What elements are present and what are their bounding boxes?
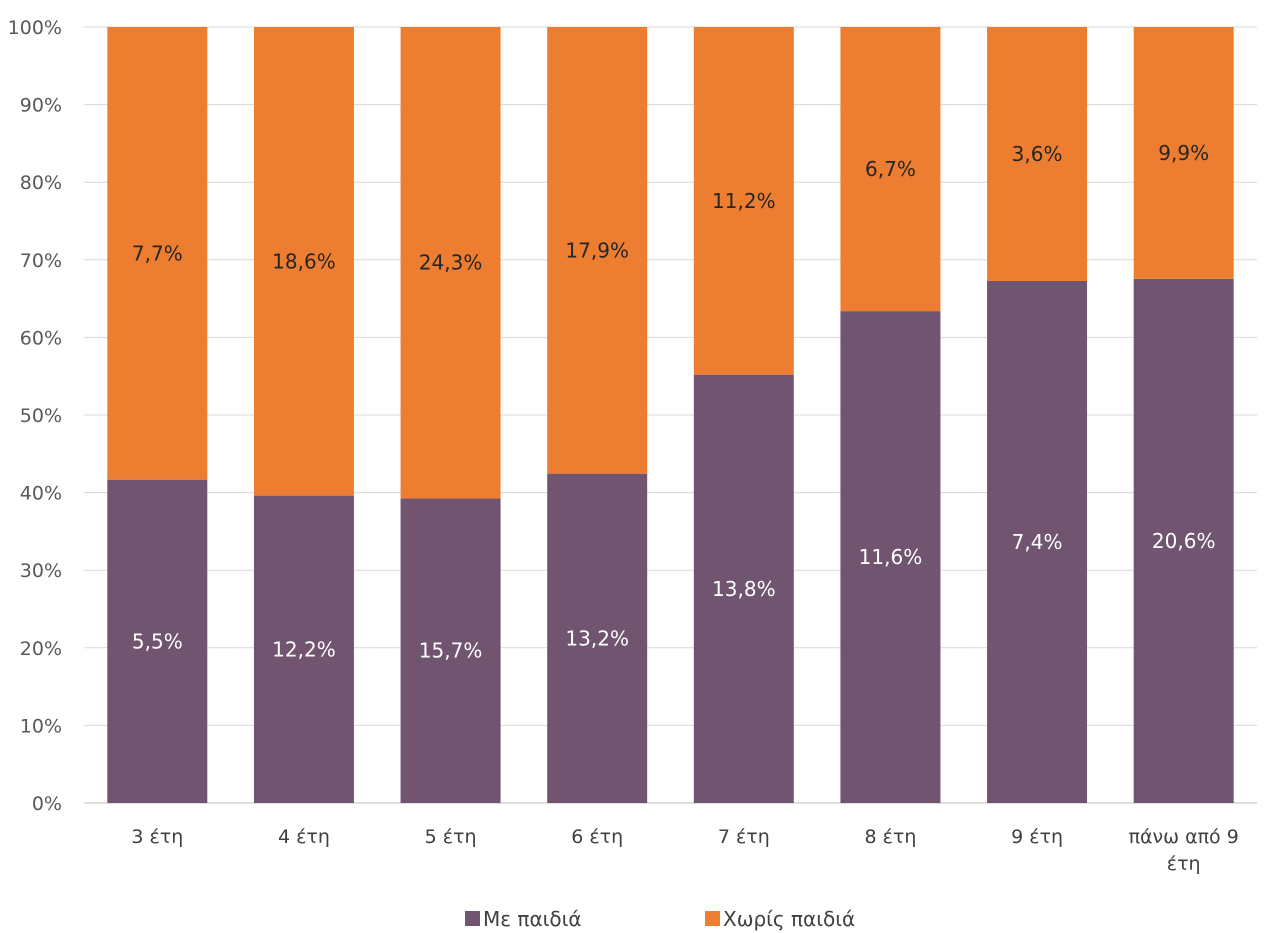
- bar-segment: [840, 27, 941, 312]
- y-tick-label: 100%: [8, 17, 62, 39]
- bar-segment: [107, 479, 208, 803]
- data-label: 24,3%: [419, 251, 483, 275]
- data-label: 13,8%: [712, 577, 776, 601]
- bars: [107, 27, 1234, 803]
- legend: Με παιδιά Χωρίς παιδιά: [465, 907, 855, 931]
- x-category-label: πάνω από 9 έτη: [1129, 826, 1239, 875]
- legend-label: Χωρίς παιδιά: [723, 907, 855, 931]
- bar-segment: [107, 27, 208, 480]
- y-tick-label: 0%: [32, 793, 62, 815]
- bar-segment: [547, 27, 648, 474]
- bar-segment: [1133, 27, 1234, 279]
- bar-segment: [693, 27, 794, 375]
- bar-segment: [987, 280, 1088, 803]
- bar-segment: [1133, 278, 1234, 803]
- bar-segment: [253, 27, 354, 496]
- x-axis-categories: 3 έτη 4 έτη 5 έτη 6 έτη 7 έτη 8 έτη 9 έτη πάνω …: [131, 826, 1238, 875]
- data-label: 3,6%: [1012, 142, 1063, 166]
- data-label: 7,4%: [1012, 530, 1063, 554]
- y-tick-label: 90%: [20, 95, 62, 117]
- y-tick-label: 40%: [20, 483, 62, 505]
- legend-swatch: [705, 911, 720, 926]
- data-label: 13,2%: [565, 626, 629, 650]
- y-axis-ticks: 0% 10% 20% 30% 40% 50% 60% 70% 80% 90% 100%: [8, 17, 62, 815]
- x-category-label-line: έτη: [1167, 853, 1201, 875]
- data-labels: 5,5% 7,7% 12,2% 18,6% 15,7% 24,3% 13,2% 17,9% 13…: [132, 141, 1216, 663]
- y-tick-label: 80%: [20, 172, 62, 194]
- bar-segment: [547, 473, 648, 803]
- x-category-label: 9 έτη: [1011, 826, 1063, 848]
- x-category-label: 3 έτη: [131, 826, 183, 848]
- data-label: 7,7%: [132, 241, 183, 265]
- y-tick-label: 10%: [20, 715, 62, 737]
- x-category-label: 4 έτη: [278, 826, 330, 848]
- bar-segment: [987, 27, 1088, 281]
- data-label: 15,7%: [419, 639, 483, 663]
- x-category-label: 5 έτη: [425, 826, 477, 848]
- y-tick-label: 50%: [20, 405, 62, 427]
- x-category-label: 6 έτη: [571, 826, 623, 848]
- y-tick-label: 60%: [20, 327, 62, 349]
- data-label: 18,6%: [272, 249, 336, 273]
- bar-segment: [400, 498, 501, 803]
- x-category-label: 7 έτη: [718, 826, 770, 848]
- bar-segment: [693, 374, 794, 803]
- bar-segment: [253, 495, 354, 803]
- data-label: 12,2%: [272, 637, 336, 661]
- data-label: 5,5%: [132, 629, 183, 653]
- bar-segment: [840, 311, 941, 803]
- legend-label: Με παιδιά: [483, 907, 582, 931]
- data-label: 11,6%: [859, 545, 923, 569]
- bar-segment: [400, 27, 501, 499]
- x-category-label: 8 έτη: [864, 826, 916, 848]
- data-label: 6,7%: [865, 157, 916, 181]
- x-category-label-line: πάνω από 9: [1129, 826, 1239, 848]
- legend-swatch: [465, 911, 480, 926]
- data-label: 11,2%: [712, 189, 776, 213]
- y-tick-label: 30%: [20, 560, 62, 582]
- y-tick-label: 20%: [20, 638, 62, 660]
- data-label: 20,6%: [1152, 529, 1216, 553]
- data-label: 17,9%: [565, 238, 629, 262]
- y-tick-label: 70%: [20, 250, 62, 272]
- data-label: 9,9%: [1158, 141, 1209, 165]
